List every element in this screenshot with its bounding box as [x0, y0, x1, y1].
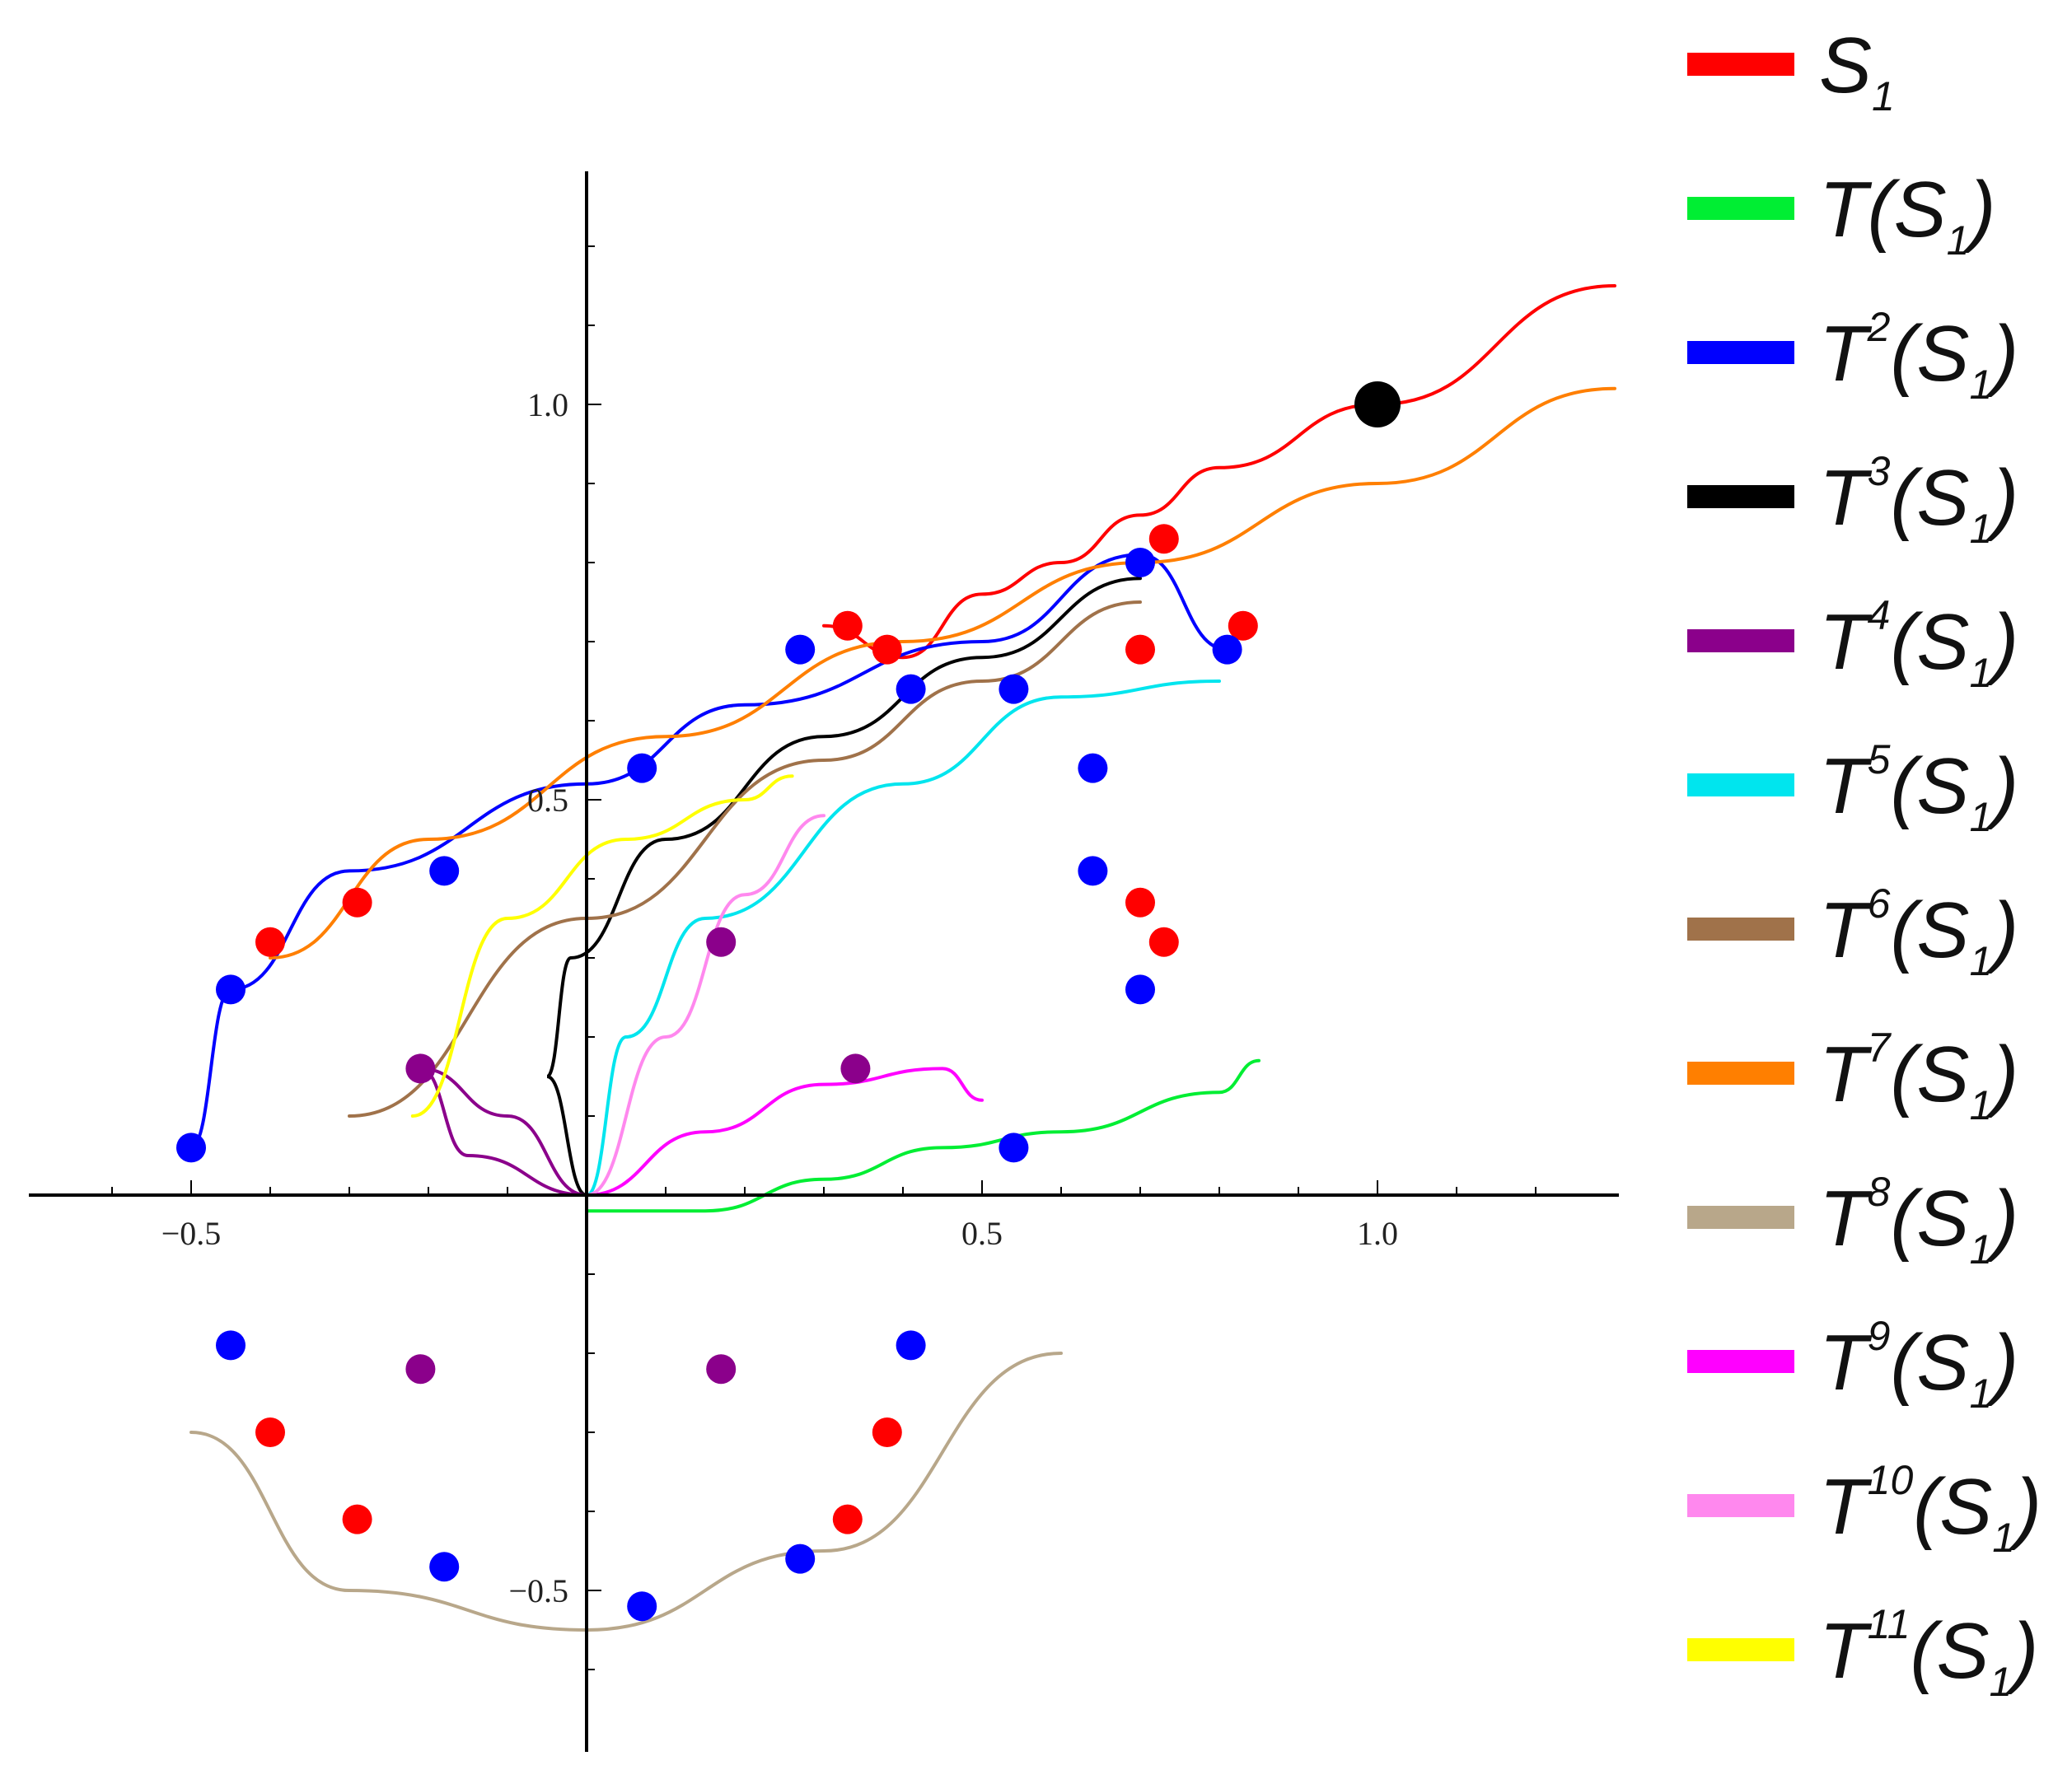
series-2-point: [785, 634, 816, 665]
series-4-point: [706, 927, 737, 957]
x-tick-label: −0.5: [161, 1215, 222, 1252]
legend-label: T2(S1): [1819, 304, 2018, 408]
y-tick-label: 1.0: [527, 386, 568, 423]
series-0-point: [342, 887, 372, 918]
legend-label: T10(S1): [1819, 1457, 2042, 1561]
series-0-curve: [822, 284, 1616, 660]
series-2-point: [429, 856, 460, 886]
points-layer: [176, 381, 1401, 1622]
legend-swatch: [1687, 629, 1794, 652]
legend-swatch: [1687, 1638, 1794, 1661]
series-3-curve: [545, 577, 1142, 1197]
series-2-point: [785, 1543, 816, 1574]
series-2-point: [1125, 974, 1155, 1005]
fixed-point: [1354, 381, 1401, 427]
legend-label: T5(S1): [1819, 736, 2018, 840]
legend-label: S1: [1819, 21, 1895, 119]
series-0-point: [1125, 634, 1155, 665]
legend-label: T3(S1): [1819, 448, 2018, 552]
series-2-point: [1078, 856, 1108, 886]
series-2-point: [896, 1330, 926, 1361]
series-8-curve: [189, 1352, 1063, 1632]
series-1-curve: [585, 1058, 1261, 1213]
legend-label: T9(S1): [1819, 1313, 2018, 1417]
legend-label: T11(S1): [1819, 1601, 2038, 1705]
series-0-point: [255, 1417, 285, 1447]
series-9-curve: [585, 1067, 984, 1197]
series-2-point: [999, 1133, 1029, 1163]
series-0-point: [832, 1504, 863, 1534]
legend-label: T7(S1): [1819, 1025, 2018, 1128]
legend-swatch: [1687, 197, 1794, 220]
legend-swatch: [1687, 485, 1794, 508]
legend-swatch: [1687, 341, 1794, 364]
series-4-curve: [419, 1067, 588, 1197]
legend-swatch: [1687, 1350, 1794, 1373]
series-0-point: [872, 634, 902, 665]
legend-swatch: [1687, 1206, 1794, 1229]
series-2-point: [1078, 753, 1108, 783]
series-0-point: [872, 1417, 902, 1447]
series-0-point: [255, 927, 285, 957]
legend-swatch: [1687, 53, 1794, 76]
axes-layer: −0.5 0.5 1.0 −0.5 0.5 1.0: [29, 171, 1619, 1752]
legend: S1 T(S1) T2(S1) T3(S1) T4(S1) T5(S1) T6(S1) T7(…: [1687, 21, 2042, 1705]
series-2-point: [999, 674, 1029, 704]
y-tick-label: 0.5: [527, 782, 568, 819]
curves-layer: [189, 284, 1616, 1632]
y-tick-label: −0.5: [508, 1572, 568, 1609]
series-4-point: [840, 1053, 871, 1084]
series-2-point: [429, 1552, 460, 1582]
series-2-point: [216, 974, 246, 1005]
series-2-point: [896, 674, 926, 704]
series-2-point: [216, 1330, 246, 1361]
series-2-point: [627, 753, 657, 783]
series-0-point: [342, 1504, 372, 1534]
series-5-curve: [585, 680, 1221, 1197]
x-tick-label: 1.0: [1357, 1215, 1398, 1252]
legend-label: T6(S1): [1819, 880, 2018, 984]
series-2-point: [1212, 634, 1242, 665]
series-2-curve: [189, 553, 1229, 1150]
legend-swatch: [1687, 918, 1794, 941]
series-2-point: [1125, 548, 1155, 577]
series-2-point: [627, 1591, 657, 1622]
legend-swatch: [1687, 1494, 1794, 1517]
series-4-point: [405, 1053, 436, 1084]
legend-swatch: [1687, 773, 1794, 796]
series-0-point: [1148, 524, 1179, 554]
series-0-point: [1148, 927, 1179, 957]
x-tick-label: 0.5: [961, 1215, 1003, 1252]
series-10-curve: [585, 814, 826, 1197]
series-0-point: [1125, 887, 1155, 918]
legend-label: T4(S1): [1819, 592, 2018, 696]
legend-label: T8(S1): [1819, 1169, 2018, 1273]
series-7-curve: [269, 386, 1616, 960]
series-4-point: [405, 1354, 436, 1385]
series-0-point: [1228, 610, 1258, 641]
series-2-point: [176, 1133, 206, 1163]
legend-swatch: [1687, 1062, 1794, 1085]
series-0-point: [832, 610, 863, 641]
series-6-curve: [348, 600, 1142, 1118]
series-4-point: [706, 1354, 737, 1385]
legend-label: T(S1): [1819, 166, 1995, 264]
